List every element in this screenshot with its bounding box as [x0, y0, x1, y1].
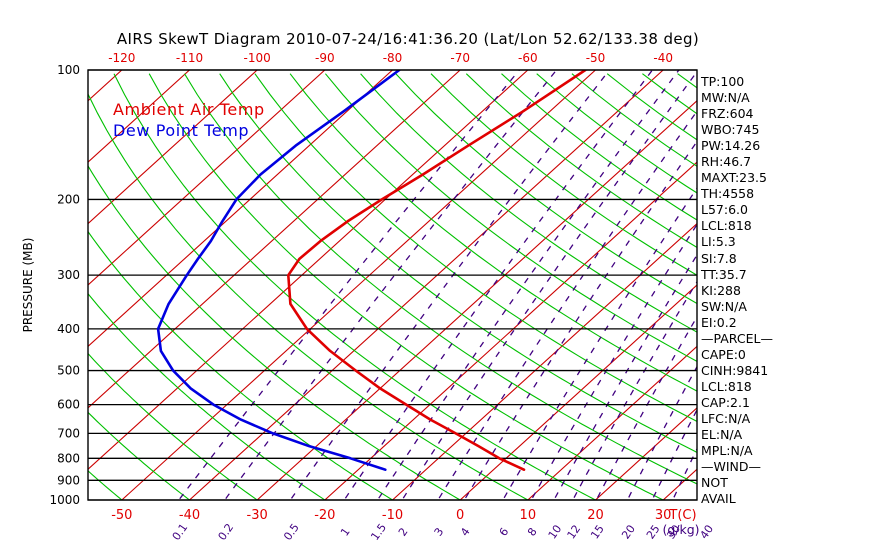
axis-tick-label: 4 — [458, 525, 473, 538]
pressure-gridlines — [88, 69, 697, 501]
axis-tick-label: -10 — [382, 508, 403, 523]
stat-line: WBO:745 — [701, 122, 760, 138]
axis-tick-label: -80 — [383, 51, 403, 65]
axis-tick-label: -100 — [244, 51, 271, 65]
axis-tick-label: -110 — [176, 51, 203, 65]
axis-tick-label: -40 — [179, 508, 200, 523]
axis-tick-label: 0.1 — [170, 521, 191, 543]
axis-tick-label: -90 — [315, 51, 335, 65]
axis-tick-label: -60 — [518, 51, 538, 65]
axis-tick-label: -70 — [450, 51, 470, 65]
stat-line: CINH:9841 — [701, 362, 769, 378]
legend-ambient-air-temp: Ambient Air Temp — [113, 100, 265, 119]
axis-tick-label: 900 — [57, 473, 80, 487]
axis-tick-label: 800 — [57, 451, 80, 465]
stat-line: TT:35.7 — [701, 266, 747, 282]
stat-line: EI:0.2 — [701, 314, 737, 330]
axis-tick-label: 30 — [655, 508, 672, 523]
stat-line: L57:6.0 — [701, 202, 748, 218]
axis-tick-label: -20 — [314, 508, 335, 523]
stat-line: KI:288 — [701, 282, 741, 298]
axis-tick-label: 1 — [338, 525, 353, 538]
axis-tick-label: 700 — [57, 426, 80, 440]
background-grid-lines — [88, 70, 697, 500]
legend-dew-point-temp: Dew Point Temp — [113, 121, 250, 140]
stat-line: MW:N/A — [701, 90, 750, 106]
axis-tick-label: 20 — [587, 508, 604, 523]
axis-tick-label: 10 — [546, 523, 565, 542]
axis-tick-label: 1.5 — [368, 521, 389, 543]
axis-tick-label: 8 — [525, 525, 540, 538]
stat-line: RH:46.7 — [701, 154, 752, 170]
stat-line: TP:100 — [701, 74, 745, 89]
stat-line: MAXT:23.5 — [701, 170, 767, 186]
ambient-air-temp-curve — [287, 70, 587, 471]
axis-tick-label: 25 — [644, 523, 663, 542]
sounding-curves — [156, 70, 587, 471]
stat-line: —WIND— — [701, 459, 762, 475]
axis-tick-label: 20 — [619, 523, 638, 542]
axis-tick-label: 500 — [57, 364, 80, 378]
axis-tick-label: -30 — [247, 508, 268, 523]
stat-line: CAP:2.1 — [701, 394, 750, 410]
axis-tick-label: 100 — [57, 63, 80, 77]
axis-tick-label: 600 — [57, 398, 80, 412]
axis-tick-label: 40 — [697, 523, 716, 542]
stat-line: NOT — [701, 475, 728, 491]
page-title: AIRS SkewT Diagram 2010-07-24/16:41:36.2… — [116, 30, 700, 48]
plot-border — [87, 69, 698, 501]
axis-tick-label: 2 — [396, 525, 411, 538]
axis-tick-label: -50 — [111, 508, 132, 523]
stat-line: LCL:818 — [701, 218, 752, 234]
statistics-panel: TP:100 MW:N/A FRZ:604 WBO:745 PW:14.26 RH:46.… — [701, 74, 841, 507]
axis-tick-label: 10 — [520, 508, 537, 523]
stat-line: SI:7.8 — [701, 250, 737, 266]
stat-line: LI:5.3 — [701, 234, 736, 250]
axis-tick-label: -120 — [108, 51, 135, 65]
stat-line: LCL:818 — [701, 378, 752, 394]
axis-tick-label: 3 — [432, 525, 447, 538]
axis-tick-label: 12 — [565, 523, 584, 542]
stat-line: SW:N/A — [701, 298, 747, 314]
axis-tick-label: 0 — [456, 508, 464, 523]
axis-tick-label: 300 — [57, 268, 80, 282]
axis-tick-label: (g/kg) — [662, 522, 699, 537]
stat-line: AVAIL — [701, 491, 736, 507]
stat-line: EL:N/A — [701, 427, 743, 443]
stat-line: PW:14.26 — [701, 138, 761, 154]
stat-line: TH:4558 — [701, 186, 755, 202]
y-axis-title: PRESSURE (MB) — [21, 238, 35, 333]
axis-tick-label: -50 — [586, 51, 606, 65]
axis-tick-label: 0.2 — [216, 521, 237, 543]
axis-tick-label: 1000 — [49, 493, 80, 507]
stat-line: CAPE:0 — [701, 346, 746, 362]
axis-tick-label: -40 — [653, 51, 673, 65]
axis-tick-label: 200 — [57, 192, 80, 206]
axis-tick-label: 0.5 — [281, 521, 302, 543]
stat-line: LFC:N/A — [701, 410, 751, 426]
axis-tick-label: 400 — [57, 322, 80, 336]
axis-tick-label: T(C) — [668, 508, 696, 523]
dew-point-temp-curve — [156, 70, 401, 471]
stat-line: —PARCEL— — [701, 330, 773, 346]
stat-line: FRZ:604 — [701, 106, 754, 122]
stat-line: MPL:N/A — [701, 443, 753, 459]
axis-tick-label: 6 — [497, 525, 512, 538]
axis-tick-label: 15 — [588, 523, 607, 542]
